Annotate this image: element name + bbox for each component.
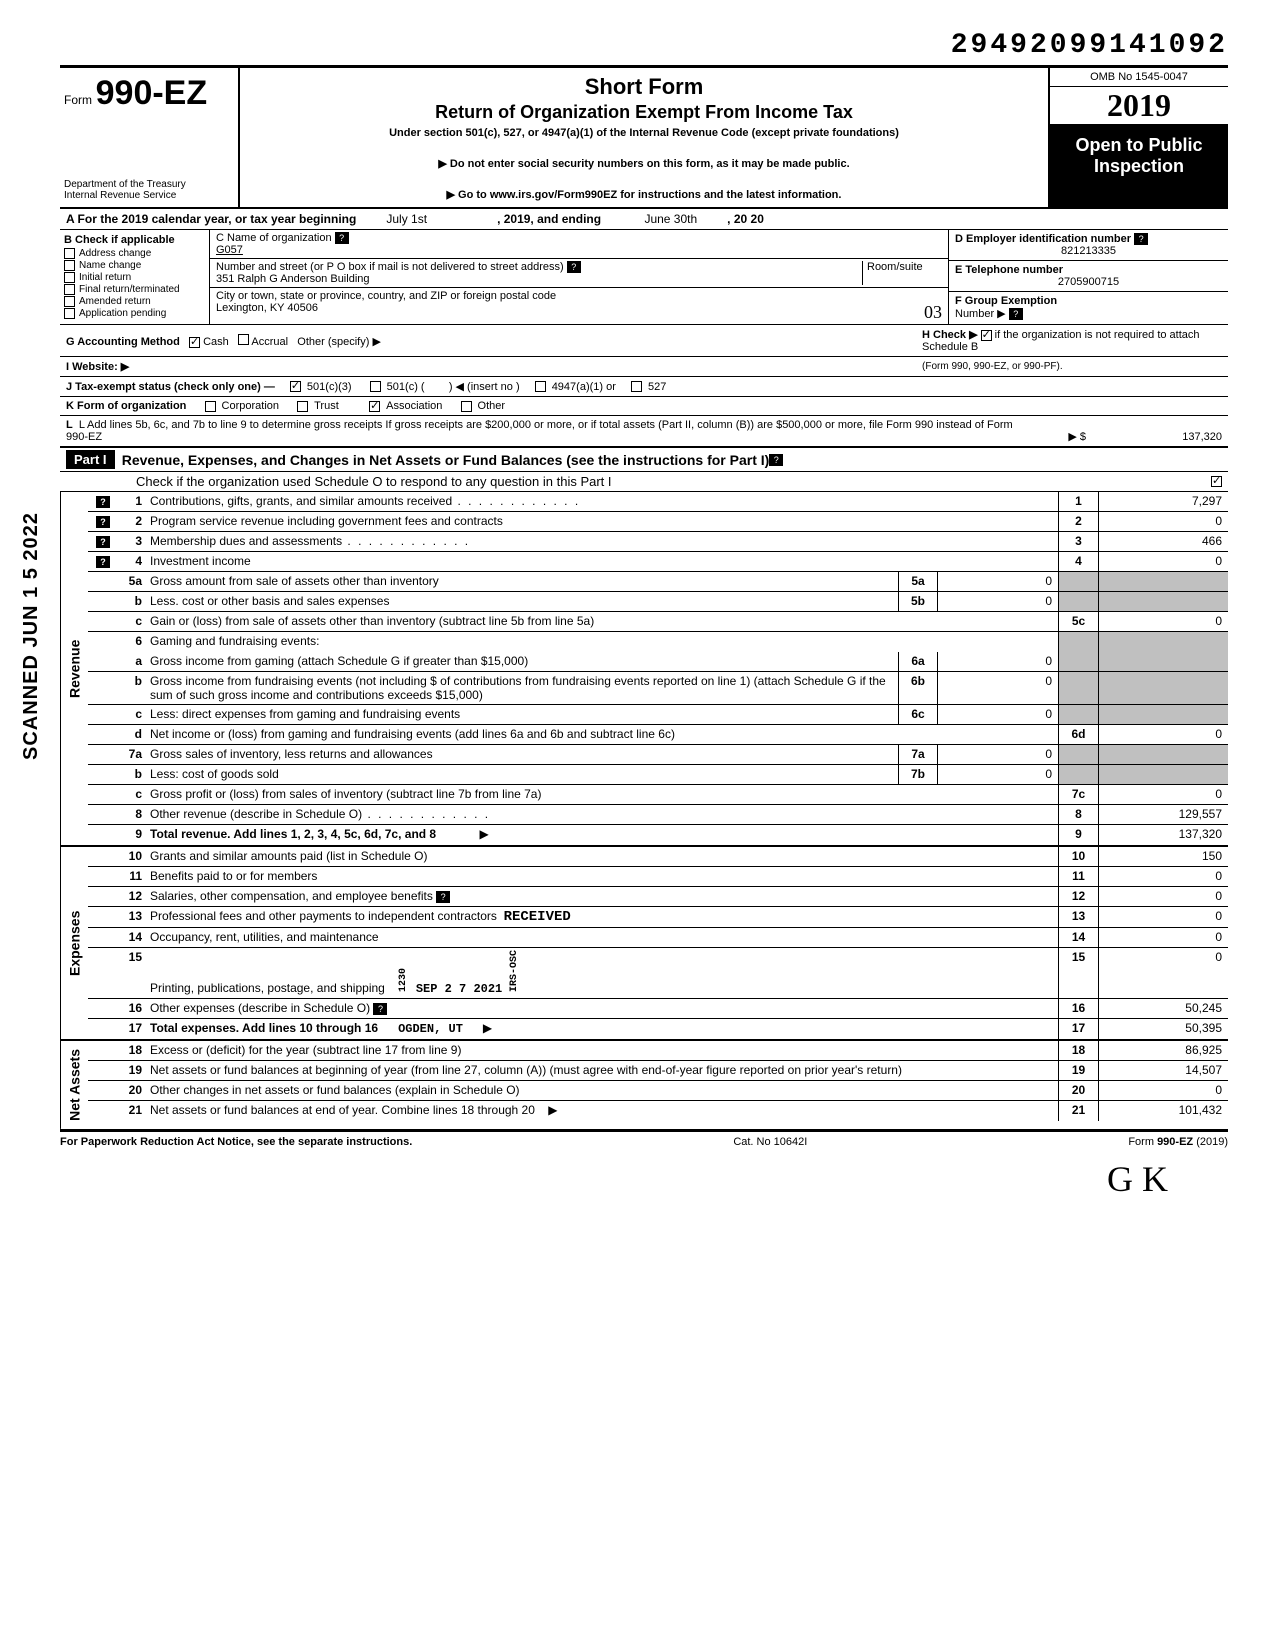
form-header: Form 990-EZ Department of the Treasury I… [60,65,1228,209]
line-a-tax-year: A For the 2019 calendar year, or tax yea… [60,209,1228,230]
entity-info-block: B Check if applicable Address change Nam… [60,230,1228,325]
check-b-label: B Check if applicable [64,234,205,246]
f-label: F Group Exemption [955,295,1057,307]
phone-value: 2705900715 [955,276,1222,288]
form-footer: For Paperwork Reduction Act Notice, see … [60,1132,1228,1148]
expenses-section: Expenses 10Grants and similar amounts pa… [60,847,1228,1041]
checkbox-address-change[interactable] [64,248,75,259]
city-label: City or town, state or province, country… [216,290,556,302]
subtitle: Under section 501(c), 527, or 4947(a)(1)… [250,127,1038,139]
ein-value: 821213335 [955,245,1222,257]
checkbox-501c[interactable] [370,381,381,392]
form-prefix: Form [64,93,92,107]
part-1-schedule-o: Check if the organization used Schedule … [60,472,1228,492]
checkbox-final-return[interactable] [64,284,75,295]
org-name: G057 [216,244,243,256]
net-assets-section: Net Assets 18Excess or (deficit) for the… [60,1041,1228,1132]
signature-initials: G K [60,1158,1228,1200]
e-label: E Telephone number [955,264,1063,276]
revenue-section: Revenue ?1Contributions, gifts, grants, … [60,492,1228,847]
checkbox-corporation[interactable] [205,401,216,412]
instruction-url: ▶ Go to www.irs.gov/Form990EZ for instru… [250,188,1038,201]
checkbox-h[interactable] [981,330,992,341]
row-g-accounting: G Accounting Method Cash Accrual Other (… [60,325,1228,357]
checkbox-other-org[interactable] [461,401,472,412]
scanned-stamp: SCANNED JUN 1 5 2022 [20,512,43,760]
instruction-ssn: ▶ Do not enter social security numbers o… [250,157,1038,170]
catalog-number: Cat. No 10642I [733,1136,807,1148]
tax-year: 2019 [1050,87,1228,125]
dept-treasury: Department of the Treasury [64,179,234,190]
c-label: C Name of organization [216,232,332,244]
omb-number: OMB No 1545-0047 [1050,68,1228,87]
document-id-number: 29492099141092 [60,30,1228,61]
open-to-public: Open to Public Inspection [1050,125,1228,207]
side-label-revenue: Revenue [60,492,88,845]
part-1-header: Part I Revenue, Expenses, and Changes in… [60,447,1228,472]
checkbox-application-pending[interactable] [64,308,75,319]
row-i-website: I Website: ▶ (Form 990, 990-EZ, or 990-P… [60,357,1228,377]
checkbox-501c3[interactable] [290,381,301,392]
l-value: 137,320 [1092,431,1222,443]
side-label-expenses: Expenses [60,847,88,1039]
row-j-tax-exempt: J Tax-exempt status (check only one) — 5… [60,377,1228,397]
dept-irs: Internal Revenue Service [64,190,234,201]
checkbox-4947[interactable] [535,381,546,392]
city-state-zip: Lexington, KY 40506 [216,302,318,314]
checkbox-527[interactable] [631,381,642,392]
form-number: 990-EZ [96,74,208,112]
checkbox-amended[interactable] [64,296,75,307]
room-suite: Room/suite [862,261,942,285]
checkbox-name-change[interactable] [64,260,75,271]
d-label: D Employer identification number [955,233,1131,245]
checkbox-initial-return[interactable] [64,272,75,283]
checkbox-accrual[interactable] [238,334,249,345]
paperwork-notice: For Paperwork Reduction Act Notice, see … [60,1136,412,1148]
title-short-form: Short Form [250,74,1038,100]
street-address: 351 Ralph G Anderson Building [216,273,370,285]
row-k-org-form: K Form of organization Corporation Trust… [60,397,1228,416]
side-label-net-assets: Net Assets [60,1041,88,1129]
checkbox-cash[interactable] [189,337,200,348]
checkbox-trust[interactable] [297,401,308,412]
row-l-gross-receipts: L L Add lines 5b, 6c, and 7b to line 9 t… [60,416,1228,447]
title-return: Return of Organization Exempt From Incom… [250,102,1038,123]
checkbox-association[interactable] [369,401,380,412]
checkbox-schedule-o[interactable] [1211,476,1222,487]
addr-label: Number and street (or P O box if mail is… [216,261,564,273]
